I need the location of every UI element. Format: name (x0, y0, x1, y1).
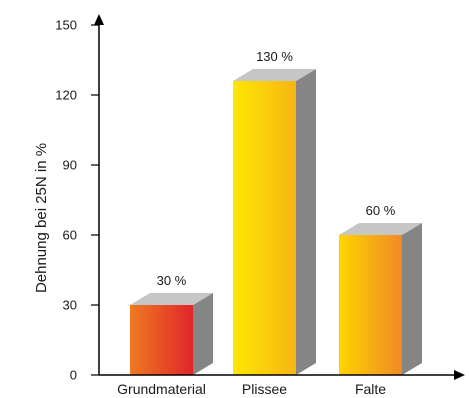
y-tick-label: 0 (70, 368, 77, 383)
category-label: Grundmaterial (117, 381, 206, 397)
y-axis-arrow (94, 14, 104, 25)
category-label: Falte (355, 381, 386, 397)
bar-side (193, 293, 213, 375)
data-label: 30 % (157, 273, 187, 288)
data-label: 130 % (256, 49, 293, 64)
data-label: 60 % (366, 203, 396, 218)
bars (130, 69, 422, 375)
bar-top (130, 293, 213, 305)
y-tick-label: 150 (55, 18, 77, 33)
bar-side (402, 223, 422, 375)
category-label: Plissee (242, 381, 287, 397)
bar-top (339, 223, 422, 235)
bar-front (130, 305, 193, 375)
bar-front (339, 235, 402, 375)
y-tick-label: 120 (55, 88, 77, 103)
bar-side (296, 69, 316, 375)
data-labels: 30 % 130 % 60 % (157, 49, 396, 288)
y-tick-label: 30 (63, 298, 77, 313)
bar-front (233, 81, 296, 375)
bar-grundmaterial (130, 293, 213, 375)
category-labels: Grundmaterial Plissee Falte (117, 381, 386, 397)
y-axis-ticks: 0 30 60 90 120 150 (55, 18, 99, 383)
bar-plissee (233, 69, 316, 375)
y-tick-label: 60 (63, 228, 77, 243)
y-tick-label: 90 (63, 158, 77, 173)
y-axis-title: Dehnung bei 25N in % (33, 143, 50, 293)
x-axis-arrow (454, 370, 465, 380)
bar-top (233, 69, 316, 81)
bar-falte (339, 223, 422, 375)
